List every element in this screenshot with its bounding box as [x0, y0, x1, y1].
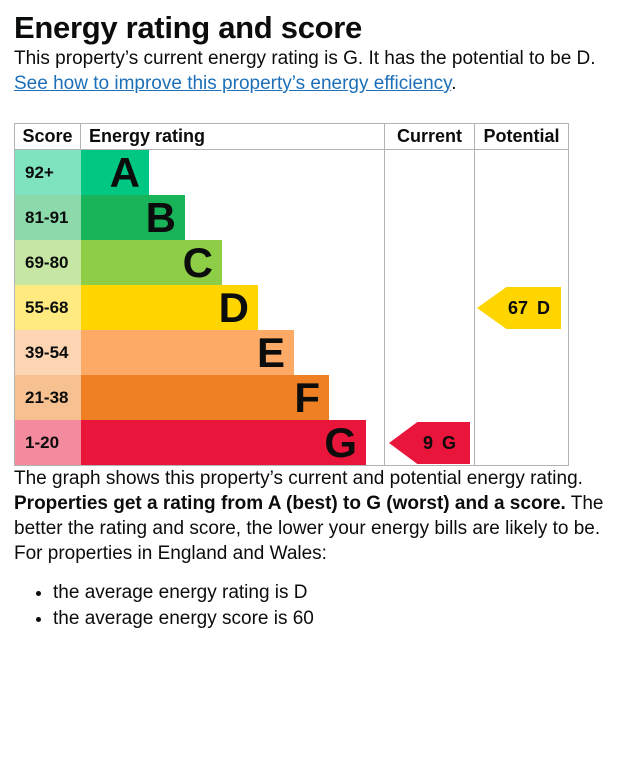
averages-list: the average energy rating is D the avera… [14, 580, 614, 631]
rating-explanation-rest: The better the rating and score, the low… [14, 493, 604, 539]
chart-header-row: Score Energy rating [15, 124, 384, 150]
potential-marker: 67 D [477, 287, 561, 329]
potential-score: 67 [507, 297, 529, 318]
regions-intro: For properties in England and Wales: [14, 543, 327, 564]
current-rating-summary: This property’s current energy rating is… [14, 48, 596, 69]
band-a-bar: A [81, 150, 149, 195]
band-d-bar: D [81, 285, 258, 330]
link-period: . [451, 73, 457, 94]
rating-explanation-bold: Properties get a rating from A (best) to… [14, 493, 566, 514]
potential-column: Potential 67 D [474, 124, 568, 465]
improve-paragraph: See how to improve this property’s energ… [14, 71, 614, 96]
band-d-score-range: 55-68 [15, 285, 81, 330]
energy-rating-column-header: Energy rating [89, 126, 206, 146]
band-row-d: 55-68 D [15, 285, 384, 330]
current-band: G [442, 432, 457, 453]
potential-band: D [537, 297, 551, 318]
average-score-item: the average energy score is 60 [53, 606, 614, 631]
band-g-bar: G [81, 420, 366, 465]
band-b-score-range: 81-91 [15, 195, 81, 240]
current-score: 9 [422, 432, 433, 453]
band-c-bar: C [81, 240, 222, 285]
band-g-score-range: 1-20 [15, 420, 81, 465]
band-b-bar: B [81, 195, 185, 240]
band-f-score-range: 21-38 [15, 375, 81, 420]
band-row-c: 69-80 C [15, 240, 384, 285]
band-e-score-range: 39-54 [15, 330, 81, 375]
improve-efficiency-link[interactable]: See how to improve this property’s energ… [14, 73, 452, 94]
band-row-a: 92+ A [15, 150, 384, 195]
current-column-header: Current [385, 124, 474, 150]
band-c-score-range: 69-80 [15, 240, 81, 285]
chart-bands-area: Score Energy rating 92+ A 81-91 B 69-80 … [15, 124, 384, 465]
band-row-f: 21-38 F [15, 375, 384, 420]
band-a-score-range: 92+ [15, 150, 81, 195]
band-f-bar: F [81, 375, 329, 420]
graph-caption: The graph shows this property’s current … [14, 468, 583, 489]
page-title: Energy rating and score [14, 10, 362, 45]
score-column-header: Score [15, 124, 81, 149]
band-row-g: 1-20 G [15, 420, 384, 465]
band-e-bar: E [81, 330, 294, 375]
band-row-e: 39-54 E [15, 330, 384, 375]
potential-column-header: Potential [475, 124, 568, 150]
band-row-b: 81-91 B [15, 195, 384, 240]
average-rating-item: the average energy rating is D [53, 580, 614, 605]
energy-rating-chart: Score Energy rating 92+ A 81-91 B 69-80 … [14, 123, 569, 466]
rating-explanation: Properties get a rating from A (best) to… [14, 491, 614, 541]
